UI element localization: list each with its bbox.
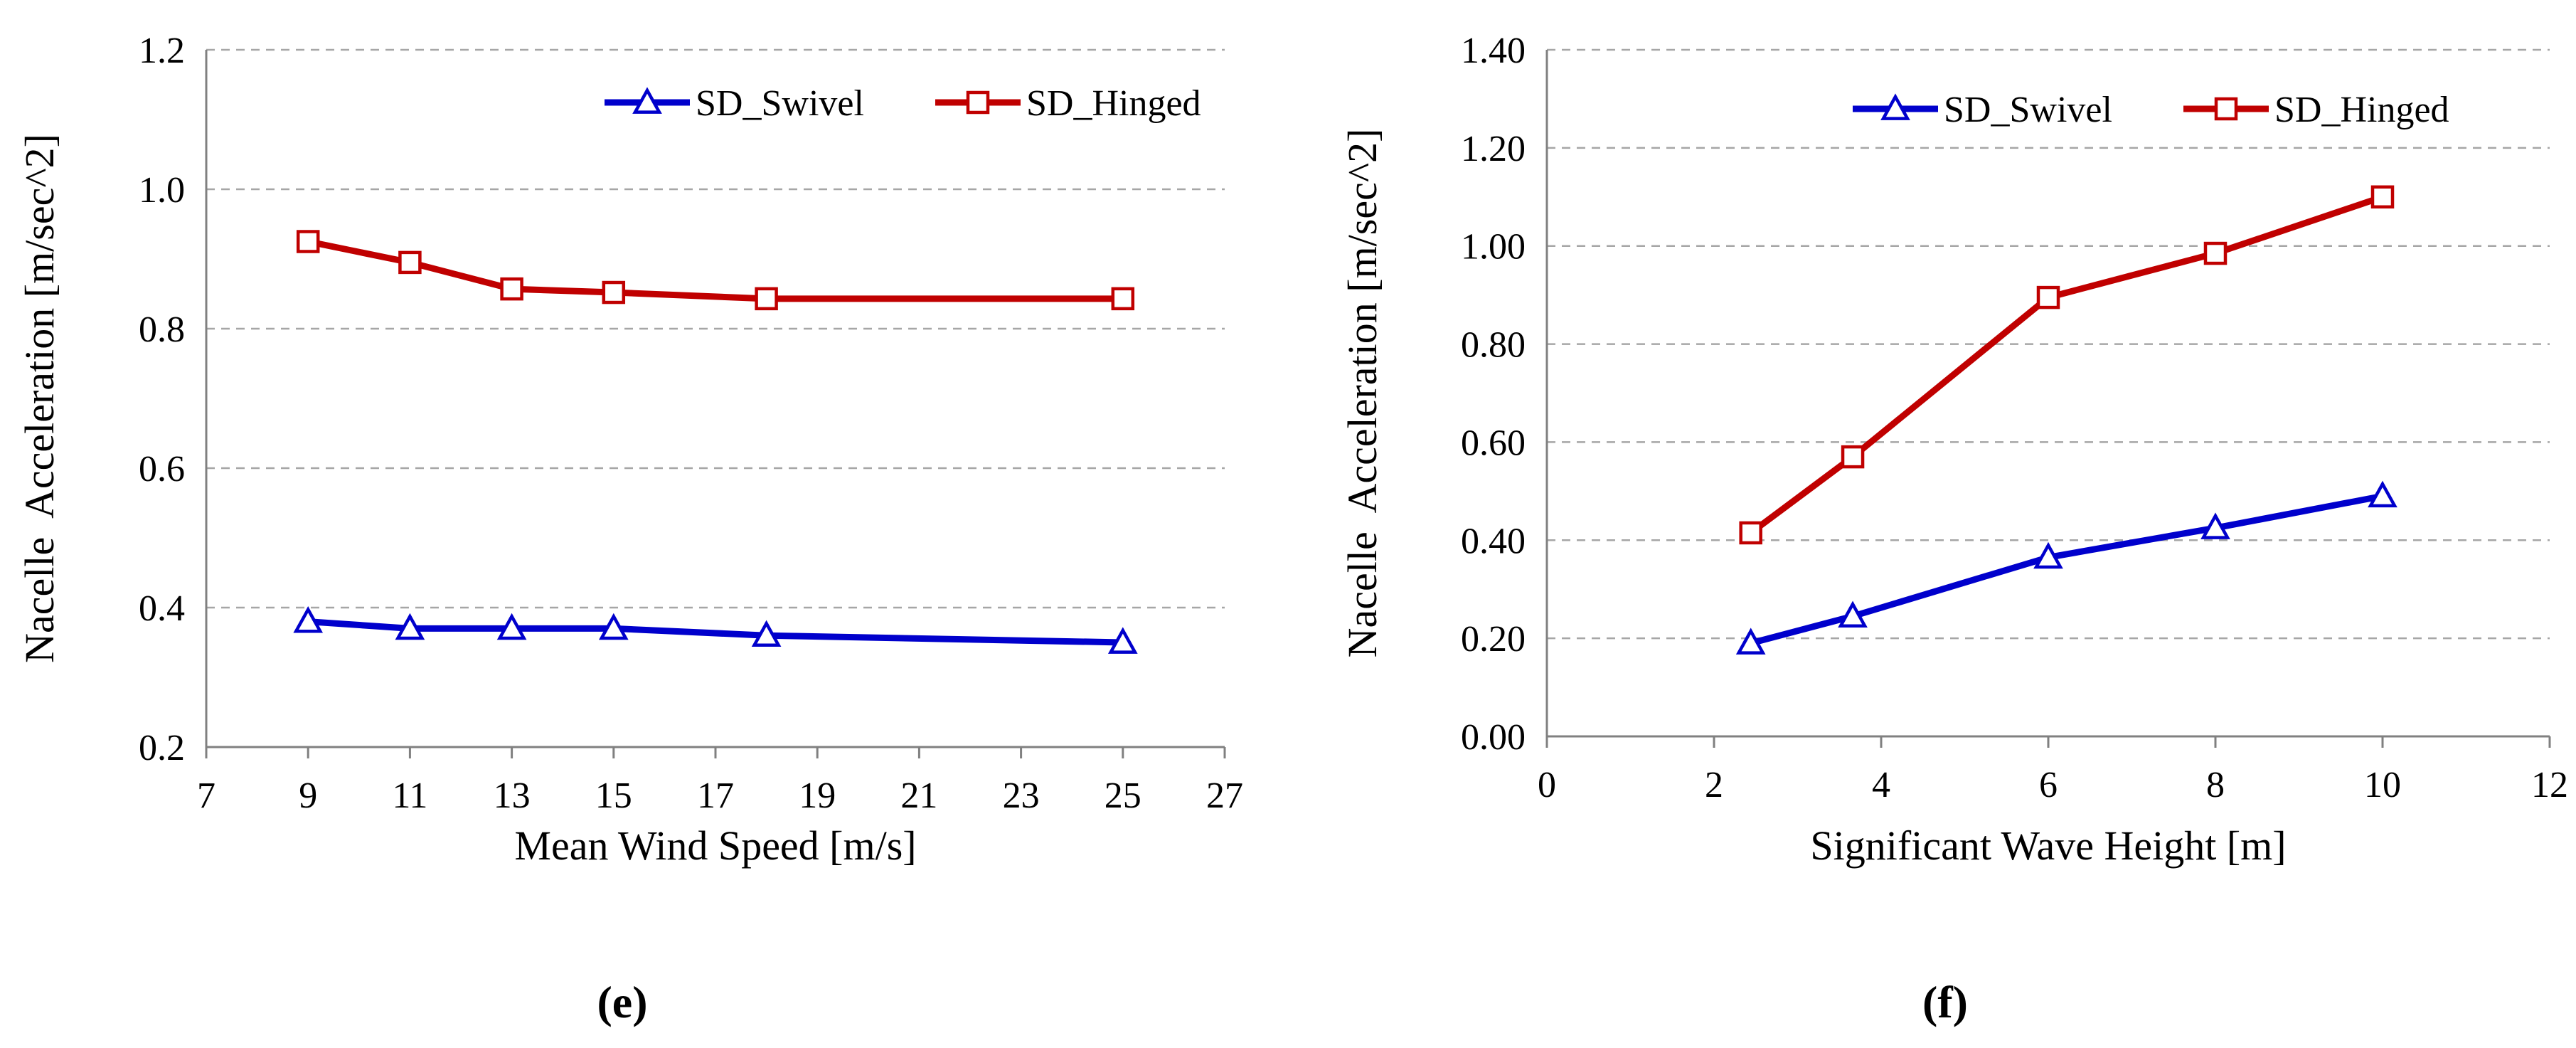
data-point-marker [2033,541,2063,569]
y-tick-label: 0.20 [1461,619,1526,660]
data-point-marker [1111,287,1135,311]
y-tick-label: 1.00 [1461,227,1526,268]
x-tick-label: 23 [1003,776,1040,816]
y-axis-title: Nacelle Acceleration [m/sec^2] [16,134,63,663]
data-point-marker [2368,480,2397,508]
data-point-marker [296,230,320,253]
data-point-marker [2036,285,2060,309]
legend-label: SD_Hinged [1026,83,1201,124]
series-line [304,238,1127,302]
legend: SD_Swivel SD_Hinged [1853,90,2449,130]
data-point-marker [2200,512,2230,539]
data-point-marker [2203,241,2228,265]
data-point-marker [1107,627,1138,654]
panel-label: (e) [597,977,647,1027]
legend-swatch-marker [632,87,662,114]
x-tick-label: 0 [1538,765,1556,805]
x-tick-label: 2 [1705,765,1723,805]
y-tick-label: 0.8 [139,309,185,350]
data-point-marker [598,613,629,640]
data-point-marker [602,280,626,305]
data-point-marker [1841,445,1865,469]
data-point-marker [1735,628,1766,655]
legend-label: SD_Swivel [696,83,864,124]
y-tick-label: 0.2 [139,728,185,768]
y-tick-label: 1.0 [139,170,185,211]
data-point-marker [1739,521,1762,545]
x-tick-label: 17 [697,776,734,816]
data-point-marker [755,287,778,311]
y-tick-label: 0.00 [1461,717,1526,758]
y-tick-label: 1.2 [139,31,185,71]
data-point-marker [751,620,782,647]
series-SD_Hinged [1739,185,2395,545]
x-tick-label: 25 [1105,776,1141,816]
x-tick-label: 7 [197,776,215,816]
x-tick-label: 9 [299,776,317,816]
series-SD_Hinged [296,230,1135,311]
series-line [304,618,1127,646]
chart-panel-f: 0.00 0.20 0.40 0.60 0.80 1.00 1.20 1.40 0 2 4 6 8 10 1… [1339,31,2568,1027]
x-tick-label: 11 [392,776,427,816]
legend-label: SD_Swivel [1944,90,2112,130]
data-point-marker [293,605,324,633]
x-axis-title: Significant Wave Height [m] [1810,822,2286,869]
y-tick-label: 0.4 [139,588,185,629]
y-tick-label: 1.40 [1461,31,1526,71]
x-tick-label: 19 [799,776,836,816]
data-point-marker [398,250,422,275]
data-point-marker [1838,600,1868,628]
x-tick-label: 10 [2364,765,2401,805]
data-point-marker [395,613,425,640]
y-tick-label: 1.20 [1461,129,1526,169]
y-axis-title: Nacelle Acceleration [m/sec^2] [1339,129,1385,658]
chart-panel-e: 0.2 0.4 0.6 0.8 1.0 1.2 7 9 11 13 15 17 19 21 23 25 27 Me… [16,31,1243,1027]
series-SD_Swivel [1735,480,2397,655]
data-point-marker [500,277,523,301]
x-tick-label: 12 [2531,765,2568,805]
y-tick-label: 0.6 [139,449,185,489]
legend-swatch-marker [966,90,990,115]
y-tick-label: 0.40 [1461,521,1526,561]
series-SD_Swivel [293,605,1138,654]
legend-swatch-marker [2214,97,2238,121]
x-tick-label: 4 [1872,765,1890,805]
legend-swatch-marker [1880,93,1910,120]
x-tick-label: 13 [494,776,531,816]
legend: SD_Swivel SD_Hinged [605,83,1201,124]
y-tick-label: 0.60 [1461,423,1526,463]
panel-label: (f) [1922,977,1968,1027]
x-tick-label: 21 [900,776,937,816]
x-tick-label: 6 [2039,765,2058,805]
data-point-marker [496,613,527,640]
y-tick-label: 0.80 [1461,325,1526,366]
x-axis-title: Mean Wind Speed [m/s] [514,822,916,869]
x-tick-label: 15 [595,776,632,816]
legend-label: SD_Hinged [2274,90,2449,130]
data-point-marker [2370,185,2395,209]
x-tick-label: 27 [1206,776,1243,816]
x-tick-label: 8 [2206,765,2225,805]
